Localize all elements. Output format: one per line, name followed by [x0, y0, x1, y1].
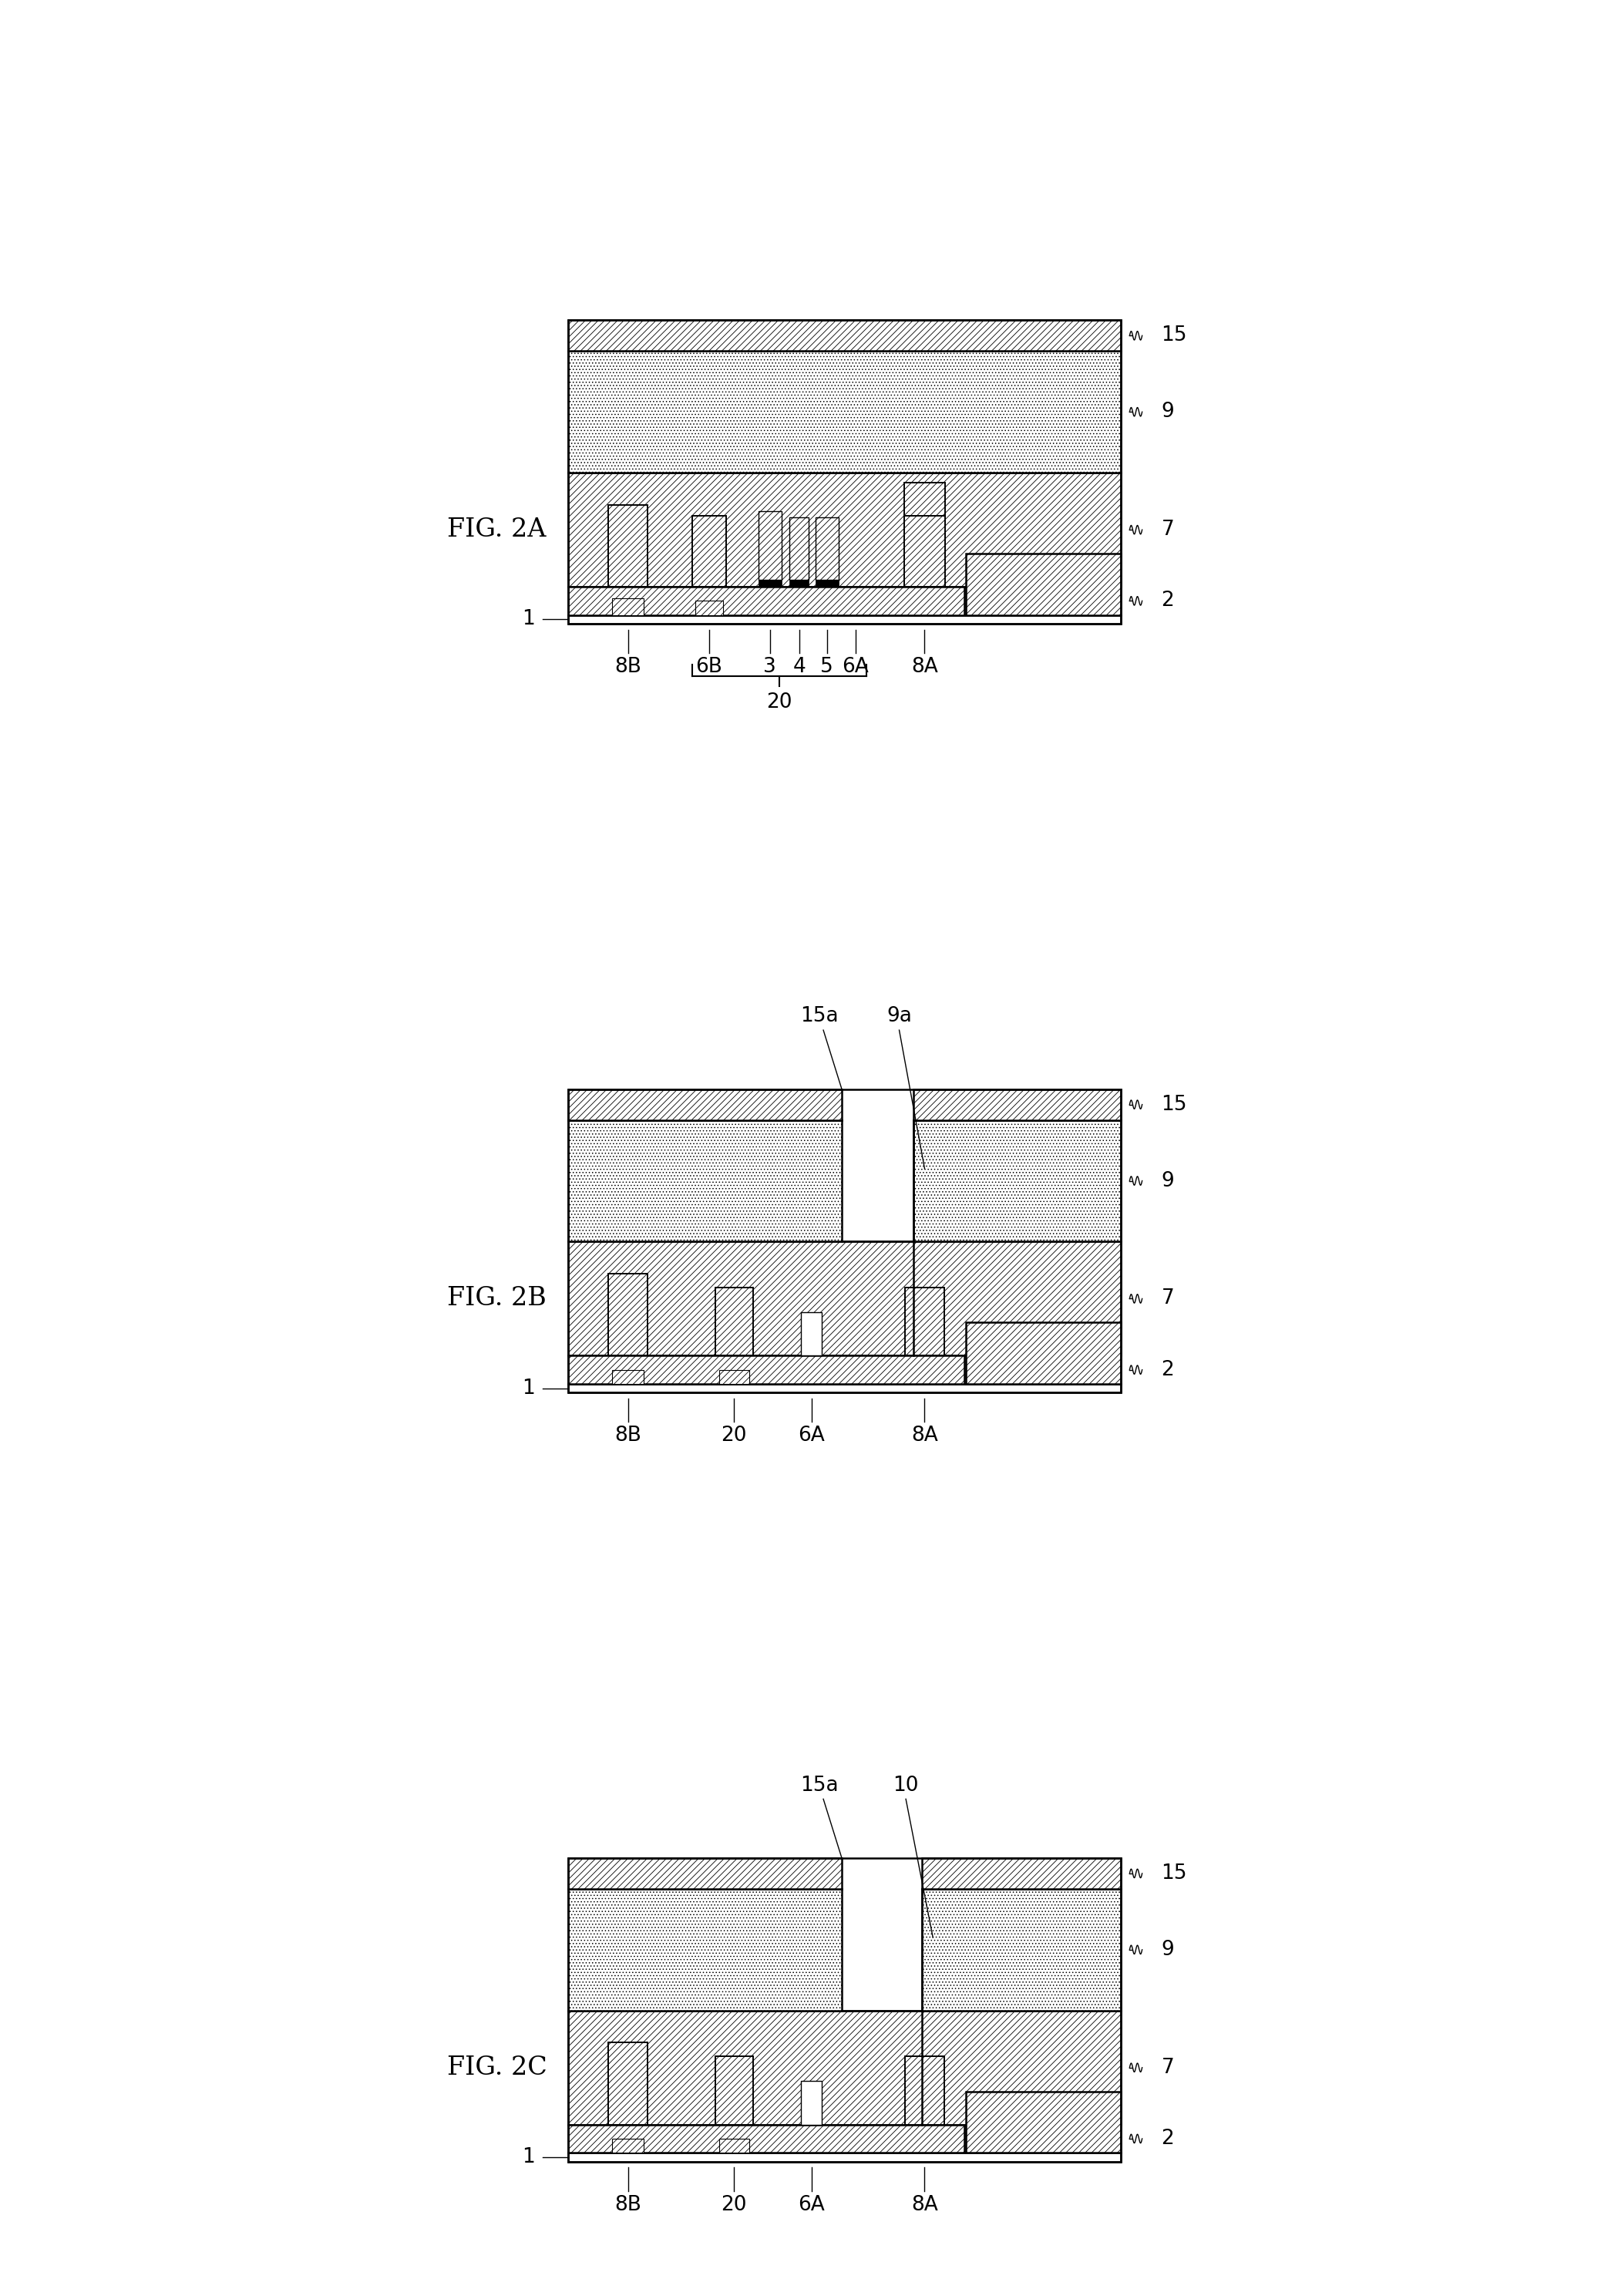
Bar [568, 1355, 965, 1384]
Text: FIG. 2A: FIG. 2A [447, 517, 545, 542]
Text: 9: 9 [1161, 402, 1174, 422]
Bar [921, 1857, 1121, 1890]
Bar [568, 1857, 1121, 2161]
Bar [913, 1088, 1121, 1120]
Text: 6A: 6A [798, 2195, 825, 2216]
Text: 5: 5 [820, 657, 833, 677]
Bar [568, 1890, 841, 2011]
Bar [719, 1371, 749, 1384]
Bar [568, 351, 1121, 473]
Bar [905, 1288, 944, 1355]
Text: 20: 20 [767, 691, 793, 712]
Bar [904, 482, 946, 553]
Text: 8B: 8B [614, 2195, 642, 2216]
Bar [716, 1288, 753, 1355]
Bar [966, 553, 1121, 615]
Bar [815, 581, 838, 588]
Bar [913, 1120, 1121, 1242]
Bar [608, 2043, 648, 2124]
Text: 1: 1 [523, 2147, 535, 2167]
Text: 15a: 15a [801, 1775, 839, 1795]
Text: 15: 15 [1161, 326, 1187, 347]
Text: 6A: 6A [843, 657, 868, 677]
Text: 9: 9 [1161, 1171, 1174, 1192]
Bar [613, 1371, 643, 1384]
Bar [905, 2057, 944, 2124]
Bar [568, 1384, 1121, 1394]
Bar [719, 2138, 749, 2154]
Bar [904, 482, 946, 553]
Bar [966, 2092, 1121, 2154]
Bar [691, 517, 727, 588]
Text: 7: 7 [1161, 2057, 1174, 2078]
Bar [568, 1120, 841, 1242]
Bar [608, 505, 648, 588]
Bar [905, 2057, 944, 2124]
Text: 8B: 8B [614, 657, 642, 677]
Bar [790, 581, 809, 588]
Bar [716, 2057, 753, 2124]
Text: 8A: 8A [912, 2195, 937, 2216]
Bar [613, 2138, 643, 2154]
Bar [790, 517, 809, 581]
Text: 20: 20 [720, 2195, 748, 2216]
Bar [568, 1088, 1121, 1394]
Text: 4: 4 [793, 657, 806, 677]
Bar [904, 517, 946, 588]
Text: 6B: 6B [696, 657, 722, 677]
Bar [695, 602, 724, 615]
Bar [801, 1313, 822, 1355]
Text: 9a: 9a [886, 1006, 912, 1026]
Bar [966, 1322, 1121, 1384]
Bar [568, 2124, 965, 2154]
Bar [568, 1857, 841, 1890]
Text: 2: 2 [1161, 2128, 1174, 2149]
Bar [716, 2057, 753, 2124]
Bar [613, 597, 643, 615]
Bar [568, 473, 1121, 588]
Bar [815, 517, 838, 581]
Bar [568, 615, 1121, 625]
Text: 2: 2 [1161, 590, 1174, 611]
Text: FIG. 2C: FIG. 2C [447, 2055, 547, 2080]
Bar [568, 1088, 841, 1120]
Bar [568, 319, 1121, 625]
Text: 3: 3 [764, 657, 777, 677]
Bar [568, 319, 1121, 351]
Text: 8A: 8A [912, 657, 937, 677]
Text: 1: 1 [523, 1378, 535, 1398]
Bar [568, 1242, 1121, 1355]
Bar [904, 517, 946, 588]
Bar [759, 581, 781, 588]
Text: 20: 20 [720, 1426, 748, 1446]
Bar [608, 1274, 648, 1355]
Bar [608, 505, 648, 588]
Text: 8B: 8B [614, 1426, 642, 1446]
Text: 7: 7 [1161, 1288, 1174, 1309]
Text: 8A: 8A [912, 1426, 937, 1446]
Bar [608, 1274, 648, 1355]
Bar [568, 588, 965, 615]
Text: 2: 2 [1161, 1359, 1174, 1380]
Bar [759, 512, 781, 581]
Text: 7: 7 [1161, 519, 1174, 540]
Bar [691, 517, 727, 588]
Text: 15a: 15a [801, 1006, 839, 1026]
Text: 10: 10 [892, 1775, 918, 1795]
Text: 15: 15 [1161, 1095, 1187, 1114]
Bar [568, 2011, 1121, 2124]
Bar [801, 2080, 822, 2124]
Text: 6A: 6A [798, 1426, 825, 1446]
Bar [716, 1288, 753, 1355]
Bar [905, 1288, 944, 1355]
Bar [608, 2043, 648, 2124]
Text: FIG. 2B: FIG. 2B [447, 1286, 547, 1311]
Bar [921, 1890, 1121, 2011]
Text: 9: 9 [1161, 1940, 1174, 1961]
Bar [568, 2154, 1121, 2161]
Text: 1: 1 [523, 608, 535, 629]
Text: 15: 15 [1161, 1864, 1187, 1883]
